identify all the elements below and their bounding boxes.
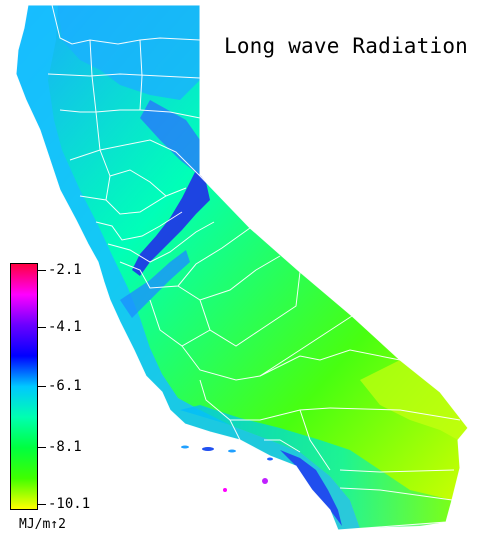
island: [267, 457, 273, 461]
state-outline: [16, 5, 468, 530]
legend-tick: [38, 386, 46, 387]
legend-tick: [38, 447, 46, 448]
island: [228, 449, 236, 453]
legend-tick-label: -2.1: [48, 262, 82, 278]
coast-range: [120, 250, 190, 318]
coast-band: [16, 5, 360, 530]
island: [181, 445, 189, 449]
legend-tick-label: -6.1: [48, 378, 82, 394]
legend-tick-label: -4.1: [48, 319, 82, 335]
sierra-nevada: [132, 170, 210, 276]
legend-tick: [38, 327, 46, 328]
map-title: Long wave Radiation: [224, 34, 469, 58]
legend-tick: [38, 504, 46, 505]
legend-tick-label: -10.1: [48, 496, 91, 512]
sierra-north: [140, 100, 200, 176]
county-boundaries: [15, 4, 469, 531]
legend-colorbar: [10, 263, 38, 510]
island: [262, 478, 268, 484]
island: [202, 447, 214, 451]
south-coast-band: [180, 405, 452, 528]
legend-tick: [38, 270, 46, 271]
legend-unit-label: MJ/m↑2: [19, 517, 66, 532]
island: [223, 488, 227, 492]
legend-tick-label: -8.1: [48, 439, 82, 455]
desert-region: [360, 360, 468, 440]
